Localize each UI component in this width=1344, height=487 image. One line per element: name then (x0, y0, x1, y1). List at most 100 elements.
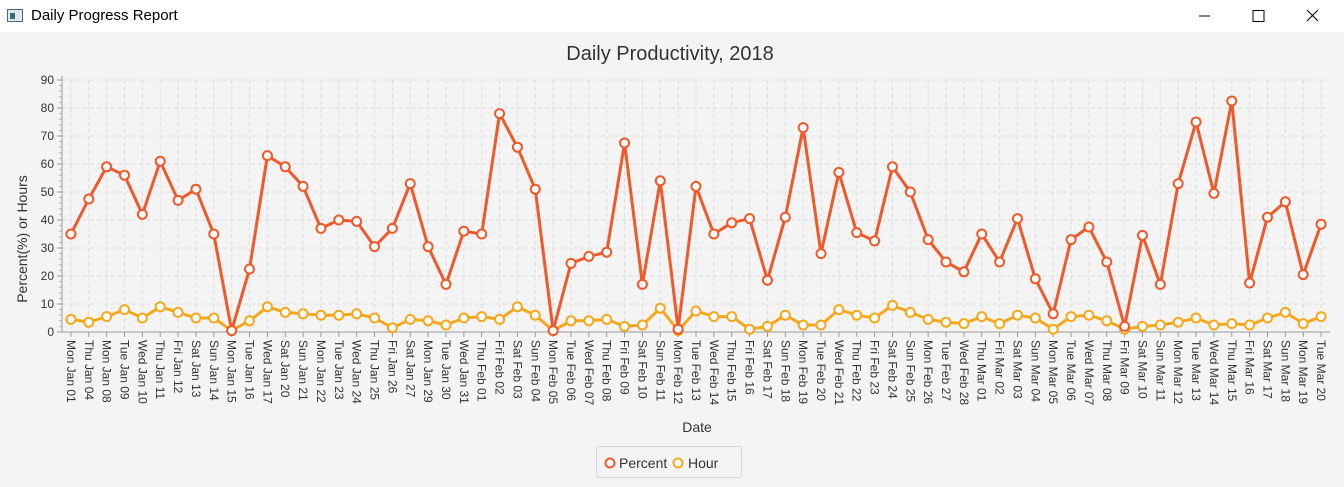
data-point-hour[interactable] (190, 312, 202, 324)
data-point-hour[interactable] (1083, 309, 1095, 321)
data-point-percent[interactable] (636, 278, 648, 290)
data-point-hour[interactable] (958, 318, 970, 330)
minimize-button[interactable] (1181, 0, 1227, 32)
data-point-percent[interactable] (851, 227, 863, 239)
data-point-percent[interactable] (797, 122, 809, 134)
data-point-percent[interactable] (690, 180, 702, 192)
data-point-percent[interactable] (1029, 273, 1041, 285)
data-point-hour[interactable] (1101, 315, 1113, 327)
data-point-hour[interactable] (244, 315, 256, 327)
data-point-hour[interactable] (583, 315, 595, 327)
data-point-hour[interactable] (904, 306, 916, 318)
data-point-hour[interactable] (172, 306, 184, 318)
legend-item-hour[interactable]: Hour (672, 455, 719, 471)
data-point-hour[interactable] (65, 313, 77, 325)
data-point-percent[interactable] (244, 263, 256, 275)
data-point-hour[interactable] (1297, 318, 1309, 330)
data-point-percent[interactable] (511, 141, 523, 153)
data-point-percent[interactable] (172, 194, 184, 206)
data-point-hour[interactable] (494, 313, 506, 325)
data-point-percent[interactable] (904, 186, 916, 198)
data-point-percent[interactable] (297, 180, 309, 192)
data-point-hour[interactable] (601, 313, 613, 325)
data-point-percent[interactable] (386, 222, 398, 234)
data-point-hour[interactable] (208, 312, 220, 324)
data-point-hour[interactable] (833, 304, 845, 316)
data-point-percent[interactable] (1154, 278, 1166, 290)
data-point-hour[interactable] (869, 312, 881, 324)
data-point-hour[interactable] (636, 319, 648, 331)
data-point-hour[interactable] (119, 304, 131, 316)
data-point-hour[interactable] (386, 322, 398, 334)
data-point-percent[interactable] (476, 228, 488, 240)
data-point-hour[interactable] (1279, 306, 1291, 318)
data-point-percent[interactable] (1244, 277, 1256, 289)
data-point-percent[interactable] (208, 228, 220, 240)
data-point-percent[interactable] (404, 178, 416, 190)
data-point-percent[interactable] (940, 256, 952, 268)
data-point-hour[interactable] (440, 319, 452, 331)
data-point-percent[interactable] (226, 325, 238, 337)
data-point-percent[interactable] (922, 234, 934, 246)
data-point-percent[interactable] (458, 225, 470, 237)
data-point-hour[interactable] (476, 311, 488, 323)
data-point-percent[interactable] (1208, 187, 1220, 199)
data-point-percent[interactable] (1047, 308, 1059, 320)
data-point-hour[interactable] (815, 319, 827, 331)
data-point-hour[interactable] (422, 315, 434, 327)
data-point-percent[interactable] (190, 183, 202, 195)
data-point-percent[interactable] (708, 228, 720, 240)
data-point-percent[interactable] (1190, 116, 1202, 128)
data-point-hour[interactable] (136, 312, 148, 324)
data-point-hour[interactable] (1190, 312, 1202, 324)
data-point-hour[interactable] (761, 320, 773, 332)
data-point-percent[interactable] (351, 215, 363, 227)
data-point-percent[interactable] (601, 246, 613, 258)
data-point-hour[interactable] (1172, 316, 1184, 328)
data-point-hour[interactable] (940, 316, 952, 328)
data-point-hour[interactable] (351, 308, 363, 320)
data-point-hour[interactable] (726, 311, 738, 323)
data-point-percent[interactable] (744, 213, 756, 225)
data-point-percent[interactable] (494, 108, 506, 120)
data-point-hour[interactable] (690, 305, 702, 317)
data-point-percent[interactable] (976, 228, 988, 240)
data-point-hour[interactable] (333, 309, 345, 321)
data-point-percent[interactable] (119, 169, 131, 181)
data-point-hour[interactable] (458, 312, 470, 324)
data-point-hour[interactable] (529, 309, 541, 321)
data-point-hour[interactable] (654, 302, 666, 314)
data-point-percent[interactable] (1226, 95, 1238, 107)
data-point-percent[interactable] (1261, 211, 1273, 223)
data-point-percent[interactable] (154, 155, 166, 167)
data-point-hour[interactable] (83, 316, 95, 328)
data-point-hour[interactable] (779, 309, 791, 321)
data-point-percent[interactable] (1065, 234, 1077, 246)
data-point-hour[interactable] (1029, 312, 1041, 324)
data-point-hour[interactable] (1136, 320, 1148, 332)
data-point-percent[interactable] (369, 241, 381, 253)
data-point-hour[interactable] (1208, 319, 1220, 331)
data-point-percent[interactable] (1297, 269, 1309, 281)
close-button[interactable] (1289, 0, 1335, 32)
data-point-hour[interactable] (565, 315, 577, 327)
data-point-percent[interactable] (1083, 221, 1095, 233)
data-point-percent[interactable] (583, 250, 595, 262)
data-point-percent[interactable] (779, 211, 791, 223)
data-point-percent[interactable] (440, 278, 452, 290)
data-point-percent[interactable] (654, 175, 666, 187)
data-point-hour[interactable] (922, 313, 934, 325)
data-point-hour[interactable] (708, 311, 720, 323)
data-point-hour[interactable] (1315, 311, 1327, 323)
maximize-button[interactable] (1235, 0, 1281, 32)
data-point-percent[interactable] (547, 325, 559, 337)
data-point-percent[interactable] (261, 150, 273, 162)
data-point-hour[interactable] (994, 318, 1006, 330)
data-point-percent[interactable] (136, 208, 148, 220)
data-point-percent[interactable] (315, 222, 327, 234)
data-point-percent[interactable] (619, 137, 631, 149)
data-point-hour[interactable] (1261, 312, 1273, 324)
data-point-hour[interactable] (369, 312, 381, 324)
data-point-percent[interactable] (1172, 178, 1184, 190)
data-point-percent[interactable] (833, 166, 845, 178)
